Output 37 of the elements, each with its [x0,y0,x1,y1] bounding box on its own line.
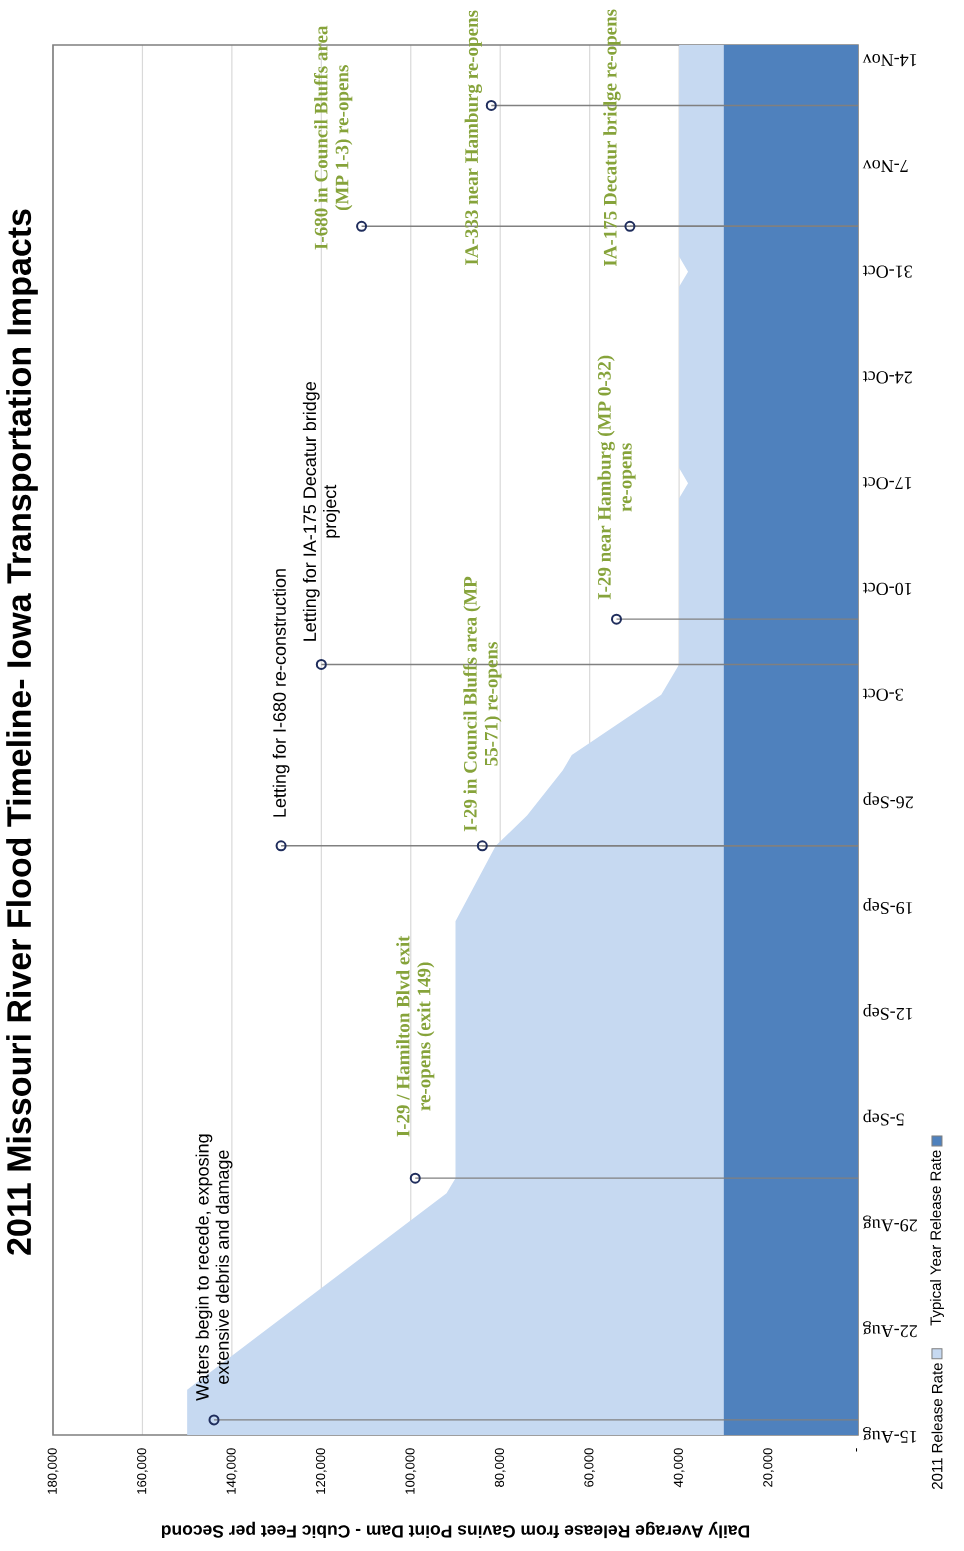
y-tick-label: 17-Oct [862,477,912,490]
y-tick-label: 3-Oct [862,688,903,701]
y-tick-label: 12-Sep [863,1004,913,1020]
x-tick-label: 20,000 [763,1448,774,1487]
y-tick-label: 26-Sep [863,792,913,809]
annotation: I-29 near Hamburg (MP 0-32) re-opens [597,355,636,600]
annotation: Letting for IA-175 Decatur bridge project [302,381,340,641]
x-tick-label: 160,000 [137,1448,148,1494]
x-tick-label: 100,000 [405,1448,417,1494]
text: 2011 Missouri River Flood Timeline- Iowa Transportation Impacts [6,209,38,1255]
y-tick-label: 31-Oct [862,265,912,278]
x-tick-label: 120,000 [315,1448,327,1494]
x-axis-title: Daily Average Release from Gavins Point Dam - Cubic Feet per Second [161,1521,750,1539]
annotation: IA-333 near Hamburg re-opens [464,10,483,265]
y-tick-label: 29-Aug [863,1215,917,1232]
y-tick-label: 15-Aug [863,1427,917,1443]
y-tick-label: 14-Nov [862,54,917,67]
annotation: I-29 / Hamilton Blvd exit re-opens (exit 149) [396,935,435,1137]
legend-label: Typical Year Release Rate [929,1150,944,1326]
annotation: Waters begin to recede, exposing extensive debris and damage [195,1134,233,1401]
annotation: I-29 in Council Bluffs area (MP 55-71) re-opens [463,576,502,832]
x-tick-label: 40,000 [673,1448,685,1488]
y-tick-label: 10-Oct [862,582,912,596]
annotation: Letting for I-680 re-construction [272,569,290,817]
x-tick-label: 180,000 [47,1448,59,1494]
annotation: IA-175 Decatur bridge re-opens [603,9,621,266]
y-tick-label: 24-Oct [862,371,912,384]
x-tick-label: 140,000 [226,1448,238,1494]
x-tick-label: 80,000 [494,1448,506,1487]
x-tick-label: 60,000 [584,1448,596,1487]
x-tick-label: - [856,1448,858,1452]
y-tick-label: 5-Sep [863,1109,904,1126]
annotation: I-680 in Council Bluffs area (MP 1-3) re-opens [313,25,353,250]
legend-label: 2011 Release Rate [931,1363,943,1490]
y-tick-label: 19-Sep [863,898,913,915]
y-tick-label: 7-Nov [862,159,908,172]
y-tick-label: 22-Aug [863,1321,917,1338]
